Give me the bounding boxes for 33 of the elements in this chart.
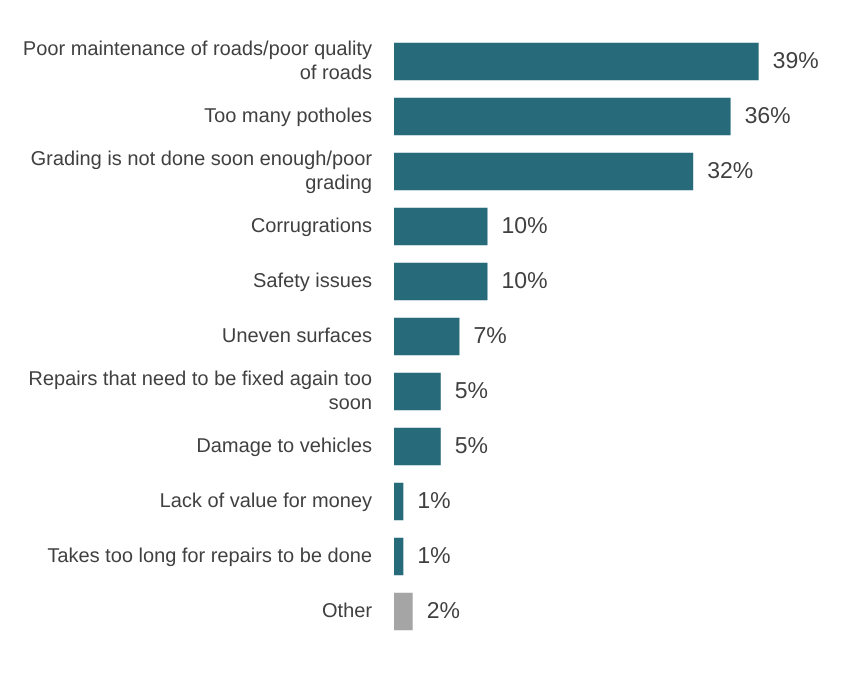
y-tick-label: Poor maintenance of roads/poor quality of roads <box>22 38 372 84</box>
data-label: 7% <box>473 322 507 348</box>
y-tick-label: Lack of value for money <box>160 490 372 512</box>
bar <box>394 208 488 246</box>
y-tick-label: Uneven surfaces <box>222 325 372 348</box>
y-tick-label: Takes too long for repairs to be done <box>47 545 372 568</box>
data-label: 1% <box>417 542 451 568</box>
y-tick-label: Repairs that need to be fixed again too soon <box>28 368 372 414</box>
data-label: 36% <box>744 102 791 128</box>
bar <box>394 592 413 630</box>
bar <box>394 372 441 410</box>
bar <box>394 262 488 300</box>
data-label: 2% <box>426 596 460 623</box>
y-tick-label: Safety issues <box>253 270 372 292</box>
bar <box>394 428 441 466</box>
data-label: 5% <box>454 376 488 403</box>
bar <box>394 318 460 356</box>
data-label: 10% <box>502 212 548 238</box>
data-label: 1% <box>417 486 451 513</box>
y-tick-label: Corrugrations <box>250 215 372 238</box>
data-label: 32% <box>707 156 754 183</box>
data-label: 39% <box>772 46 819 73</box>
y-tick-label: Grading is not done soon enough/poor grading <box>30 148 372 194</box>
y-tick-label: Damage to vehicles <box>196 435 372 458</box>
y-tick-label: Other <box>322 600 372 622</box>
y-tick-label: Too many potholes <box>204 105 372 128</box>
bar <box>394 538 404 576</box>
data-label: 10% <box>502 266 548 293</box>
bar <box>394 152 694 190</box>
bar <box>394 98 731 136</box>
bar <box>394 42 759 80</box>
bar <box>394 482 404 520</box>
data-label: 5% <box>454 432 488 458</box>
